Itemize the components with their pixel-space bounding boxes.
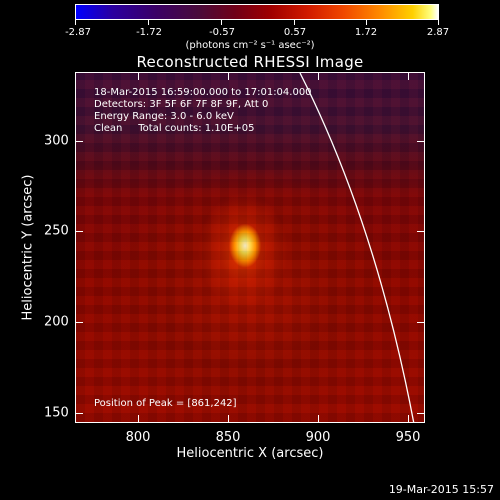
y-tick-label: 150 [44, 405, 69, 421]
x-tick-mark [408, 415, 409, 423]
x-tick-label: 850 [215, 430, 241, 445]
colorbar-tick-label: -1.72 [136, 27, 162, 38]
x-axis-label: Heliocentric X (arcsec) [176, 446, 324, 461]
colorbar-tick-mark [438, 20, 439, 25]
y-tick-label: 300 [44, 133, 69, 149]
time-range-text: 18-Mar-2015 16:59:00.000 to 17:01:04.000 [94, 87, 312, 98]
y-tick-mark [75, 413, 83, 414]
x-tick-mark [228, 415, 229, 423]
colorbar-tick-mark [148, 20, 149, 25]
colorbar-tick-label: -2.87 [65, 27, 91, 38]
x-tick-mark [318, 415, 319, 423]
y-tick-mark [75, 141, 83, 142]
colorbar-tick-mark [221, 20, 222, 25]
x-tick-mark [138, 72, 139, 80]
y-tick-label: 250 [44, 223, 69, 239]
detectors-text: Detectors: 3F 5F 6F 7F 8F 9F, Att 0 [94, 99, 269, 110]
y-tick-mark [417, 322, 425, 323]
x-tick-mark [138, 415, 139, 423]
x-tick-mark [318, 72, 319, 80]
colorbar-tick-label: 2.87 [426, 27, 450, 38]
rhessi-image: 18-Mar-2015 16:59:00.000 to 17:01:04.000… [75, 72, 425, 423]
colorbar-tick-label: 0.57 [283, 27, 307, 38]
method-counts-text: Clean Total counts: 1.10E+05 [94, 123, 255, 134]
y-tick-label: 200 [44, 314, 69, 330]
image-texture [76, 73, 424, 422]
colorbar-tick-label: 1.72 [354, 27, 378, 38]
x-tick-mark [228, 72, 229, 80]
y-tick-mark [75, 322, 83, 323]
y-tick-mark [417, 231, 425, 232]
peak-position-text: Position of Peak = [861,242] [94, 398, 237, 409]
y-tick-mark [75, 231, 83, 232]
y-tick-mark [417, 141, 425, 142]
colorbar-tick-label: -0.57 [209, 27, 235, 38]
x-tick-label: 900 [305, 430, 331, 445]
colorbar-tick-mark [75, 20, 76, 25]
colorbar-tick-mark [294, 20, 295, 25]
y-axis-label: Heliocentric Y (arcsec) [20, 174, 36, 321]
y-tick-mark [417, 413, 425, 414]
x-tick-mark [408, 72, 409, 80]
energy-range-text: Energy Range: 3.0 - 6.0 keV [94, 111, 234, 122]
solar-limb-curve [299, 73, 415, 422]
timestamp: 19-Mar-2015 15:57 [388, 483, 494, 496]
colorbar [75, 4, 439, 20]
image-title: Reconstructed RHESSI Image [136, 53, 364, 71]
x-tick-label: 800 [125, 430, 151, 445]
colorbar-tick-mark [366, 20, 367, 25]
x-tick-label: 950 [395, 430, 421, 445]
colorbar-units: (photons cm⁻² s⁻¹ asec⁻²) [185, 40, 315, 51]
